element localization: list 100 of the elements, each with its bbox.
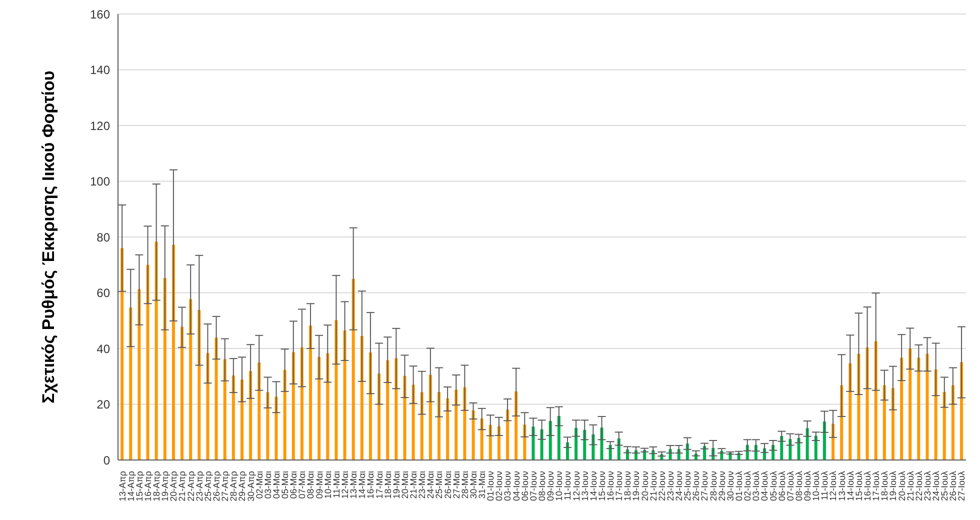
- bar: [326, 353, 330, 460]
- x-tick-label: 13-Μαι: [348, 471, 359, 499]
- y-tick-label: 140: [90, 63, 110, 78]
- bar: [386, 360, 390, 460]
- x-tick-label: 08-Ιουν: [537, 470, 547, 501]
- y-tick-label: 80: [96, 230, 110, 244]
- bar: [309, 326, 312, 460]
- x-tick-label: 29-Ιουν: [716, 470, 727, 501]
- x-tick-label: 20-Ιουλ: [896, 470, 907, 501]
- x-tick-label: 17-Ιουν: [614, 470, 624, 501]
- y-tick-label: 20: [96, 398, 110, 412]
- y-tick-label: 120: [90, 118, 110, 133]
- bar: [882, 385, 886, 460]
- x-tick-label: 30-Απρ: [246, 471, 256, 502]
- x-tick-label: 19-Μαι: [391, 471, 402, 499]
- x-tick-label: 31-Μαι: [477, 471, 488, 499]
- y-tick-label: 40: [96, 342, 110, 356]
- bar: [343, 330, 346, 460]
- x-tick-label: 10-Μαι: [322, 471, 333, 499]
- x-tick-label: 27-Μαι: [451, 471, 462, 499]
- x-tick-label: 06-Ιουν: [520, 470, 530, 501]
- bar: [446, 398, 450, 460]
- x-tick-label: 03-Μαι: [262, 471, 273, 499]
- x-tick-label: 06-Ιουλ: [776, 470, 787, 501]
- x-tick-label: 28-Απρ: [228, 471, 239, 502]
- x-tick-label: 16-Ιουλ: [862, 470, 872, 501]
- y-tick-label: 160: [90, 7, 110, 22]
- x-tick-label: 06-Μαι: [288, 471, 299, 499]
- x-tick-label: 13-Ιουλ: [836, 470, 847, 501]
- x-tick-label: 01-Ιουν: [486, 470, 496, 501]
- x-tick-label: 21-Μαι: [408, 471, 419, 499]
- x-tick-label: 04-Μαι: [271, 471, 282, 499]
- bar: [454, 390, 458, 460]
- x-tick-label: 14-Ιουλ: [845, 470, 856, 501]
- bar: [129, 308, 132, 460]
- bar: [472, 410, 475, 460]
- bar: [557, 416, 560, 460]
- bar: [352, 278, 355, 460]
- x-tick-label: 25-Ιουλ: [940, 470, 950, 501]
- x-tick-label: 01-Ιουλ: [734, 470, 744, 501]
- x-tick-label: 16-Μαι: [366, 471, 376, 499]
- x-tick-label: 03-Ιουν: [502, 470, 513, 501]
- x-tick-label: 08-Μαι: [306, 471, 316, 499]
- x-tick-label: 12-Ιουν: [571, 470, 582, 501]
- x-tick-label: 14-Απρ: [126, 471, 136, 502]
- bar: [917, 358, 920, 460]
- y-tick-label: 100: [90, 174, 110, 189]
- x-tick-label: 02-Ιουν: [494, 470, 504, 501]
- bar: [146, 264, 150, 460]
- bar: [138, 289, 141, 460]
- x-tick-label: 12-Μαι: [340, 471, 350, 499]
- bar: [942, 392, 946, 460]
- x-tick-label: 09-Μαι: [314, 471, 324, 499]
- x-tick-label: 28-Μαι: [460, 471, 470, 499]
- bar: [274, 396, 278, 460]
- x-tick-label: 22-Απρ: [186, 471, 196, 502]
- bar: [180, 326, 184, 460]
- x-tick-label: 11-Μαι: [331, 471, 342, 498]
- x-tick-label: 19-Απρ: [160, 471, 170, 502]
- x-tick-label: 30-Μαι: [468, 471, 478, 499]
- x-tick-label: 20-Ιουν: [640, 470, 650, 501]
- x-tick-label: 10-Ιουλ: [811, 470, 822, 501]
- x-tick-label: 26-Μαι: [442, 471, 453, 499]
- x-tick-label: 02-Ιουλ: [742, 470, 753, 501]
- y-tick-label: 60: [96, 286, 110, 300]
- x-tick-label: 13-Ιουν: [580, 470, 590, 501]
- x-tick-label: 17-Μαι: [374, 471, 384, 499]
- bar: [412, 384, 415, 460]
- x-tick-label: 25-Απρ: [202, 471, 213, 502]
- x-tick-label: 07-Μαι: [297, 471, 308, 499]
- x-tick-label: 23-Ιουν: [665, 470, 676, 501]
- x-tick-label: 21-Ιουν: [648, 470, 658, 501]
- x-tick-label: 15-Ιουλ: [854, 470, 864, 501]
- y-axis-title: Σχετικός Ρυθμός Έκκρισης Ιικού Φορτίου: [39, 70, 58, 404]
- x-tick-label: 10-Ιουν: [554, 470, 564, 501]
- x-tick-label: 22-Ιουν: [656, 470, 667, 501]
- x-tick-label: 13-Απρ: [117, 471, 128, 502]
- x-tick-label: 07-Ιουλ: [785, 470, 796, 501]
- x-tick-label: 21-Ιουλ: [905, 470, 916, 501]
- x-tick-label: 26-Απρ: [212, 471, 222, 502]
- x-tick-label: 11-Ιουλ: [820, 470, 830, 500]
- bar: [506, 410, 510, 460]
- x-tick-label: 05-Μαι: [280, 471, 290, 499]
- x-tick-label: 07-Ιουν: [528, 470, 538, 501]
- bar: [900, 358, 904, 460]
- bar: [214, 338, 218, 460]
- bar: [232, 376, 235, 460]
- x-tick-label: 21-Απρ: [177, 471, 188, 502]
- x-tick-label: 04-Ιουλ: [760, 470, 770, 501]
- bar: [154, 242, 158, 460]
- x-tick-label: 24-Μαι: [426, 471, 436, 499]
- bar: [283, 370, 286, 460]
- x-tick-label: 03-Ιουλ: [751, 470, 762, 501]
- x-tick-label: 22-Ιουλ: [914, 470, 924, 501]
- x-tick-label: 19-Ιουν: [631, 470, 642, 501]
- bar: [926, 354, 929, 460]
- x-tick-label: 09-Ιουλ: [802, 470, 813, 501]
- x-tick-label: 09-Ιουν: [546, 470, 556, 501]
- x-tick-label: 16-Απρ: [142, 471, 153, 502]
- y-tick-label: 0: [103, 453, 110, 468]
